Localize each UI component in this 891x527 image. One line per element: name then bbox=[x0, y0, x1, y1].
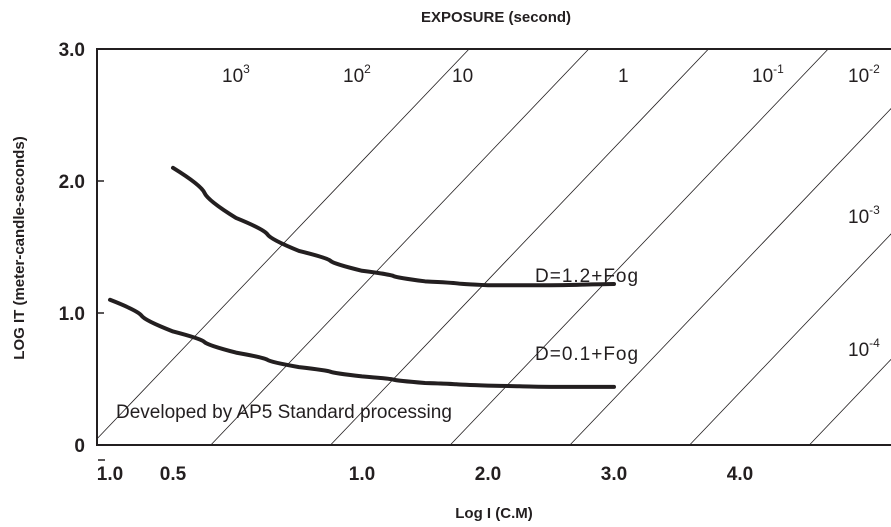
exposure-diagonal bbox=[809, 358, 891, 445]
chart-title: EXPOSURE (second) bbox=[421, 9, 571, 26]
curve-low-density bbox=[108, 297, 616, 389]
curve-label: D=0.1+Fog bbox=[535, 344, 639, 365]
y-tick-label: 1.0 bbox=[59, 304, 85, 325]
exposure-label: 10-1 bbox=[752, 62, 784, 87]
labels: EXPOSURE (second) Log I (C.M) LOG IT (me… bbox=[11, 9, 880, 522]
exposure-label: 10-3 bbox=[848, 203, 880, 228]
axis-frame bbox=[96, 48, 891, 446]
processing-note: Developed by AP5 Standard processing bbox=[116, 402, 452, 423]
curve-label: D=1.2+Fog bbox=[535, 266, 639, 287]
exposure-diagonal bbox=[449, 49, 829, 445]
exposure-diagonal bbox=[210, 49, 590, 445]
x-tick-label: 4.0 bbox=[727, 464, 753, 485]
x-axis-label: Log I (C.M) bbox=[455, 505, 532, 522]
exposure-diagonal bbox=[97, 49, 470, 440]
curve-high-density bbox=[171, 165, 616, 288]
exposure-label: 103 bbox=[222, 62, 250, 87]
y-tick-label: 3.0 bbox=[59, 40, 85, 61]
exposure-diagonal bbox=[689, 233, 891, 445]
y-tick-label: 0 bbox=[74, 436, 85, 457]
exposure-label: 1 bbox=[618, 66, 629, 87]
exposure-label: 10 bbox=[452, 66, 473, 87]
exposure-label: 10-2 bbox=[848, 62, 880, 87]
axes: 0 1.0 2.0 3.0 1.0 0.5 1.0 2.0 3.0 4.0 bbox=[59, 40, 891, 485]
x-tick-label: 0.5 bbox=[160, 464, 187, 485]
x-tick-label: 3.0 bbox=[601, 464, 627, 485]
y-axis-label: LOG IT (meter-candle-seconds) bbox=[11, 136, 28, 359]
y-tick-label: 2.0 bbox=[59, 172, 85, 193]
x-tick-label: 1.0 bbox=[349, 464, 375, 485]
x-tick-label: 2.0 bbox=[475, 464, 501, 485]
exposure-diagonal bbox=[569, 108, 891, 445]
x-tick-label: 1.0 bbox=[97, 464, 123, 485]
exposure-label: 102 bbox=[343, 62, 371, 87]
curves: D=1.2+Fog D=0.1+Fog bbox=[108, 165, 639, 389]
exposure-label: 10-4 bbox=[848, 336, 880, 361]
